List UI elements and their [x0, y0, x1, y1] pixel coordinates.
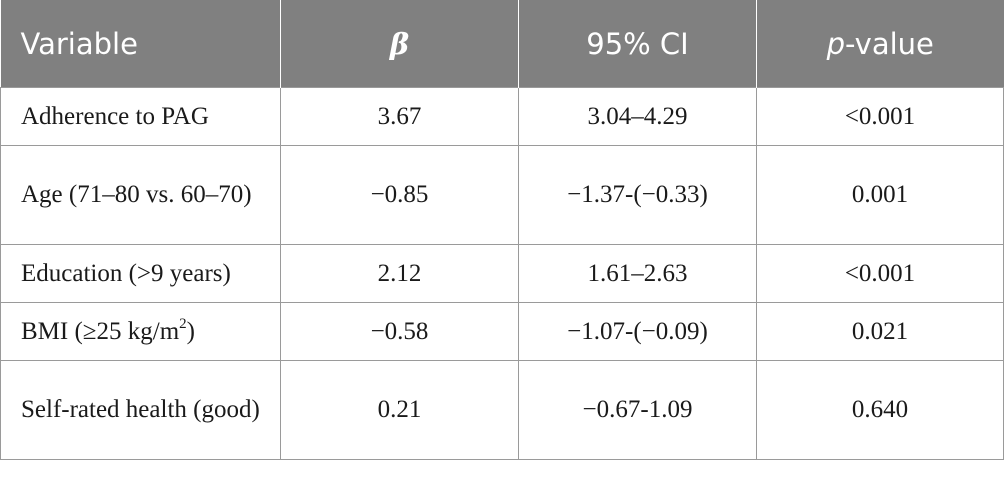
cell-variable: BMI (≥25 kg/m2) — [0, 302, 281, 361]
cell-p-value: 0.001 — [756, 145, 1004, 245]
cell-beta: 3.67 — [280, 87, 519, 146]
cell-ci: −1.37-(−0.33) — [518, 145, 757, 245]
p-value-suffix: -value — [845, 26, 934, 61]
table-header: Variable β 95% CI p-value — [0, 0, 1004, 88]
cell-beta: 2.12 — [280, 244, 519, 303]
cell-p-value: <0.001 — [756, 87, 1004, 146]
p-letter: p — [826, 26, 845, 61]
regression-table: Variable β 95% CI p-value Adherence to P… — [0, 0, 1004, 460]
table-row: Adherence to PAG 3.67 3.04–4.29 <0.001 — [0, 87, 1004, 146]
cell-p-value: <0.001 — [756, 244, 1004, 303]
cell-p-value: 0.640 — [756, 360, 1004, 460]
table-row: Self-rated health (good) 0.21 −0.67-1.09… — [0, 360, 1004, 460]
cell-p-value: 0.021 — [756, 302, 1004, 361]
cell-ci: −0.67-1.09 — [518, 360, 757, 460]
header-row: Variable β 95% CI p-value — [0, 0, 1004, 88]
header-ci: 95% CI — [518, 0, 757, 88]
header-p-value: p-value — [756, 0, 1004, 88]
cell-variable: Adherence to PAG — [0, 87, 281, 146]
variable-text-end: ) — [186, 317, 195, 345]
cell-beta: −0.58 — [280, 302, 519, 361]
cell-beta: 0.21 — [280, 360, 519, 460]
beta-symbol: β — [389, 26, 410, 61]
cell-variable: Education (>9 years) — [0, 244, 281, 303]
cell-variable: Age (71–80 vs. 60–70) — [0, 145, 281, 245]
cell-variable: Self-rated health (good) — [0, 360, 281, 460]
header-beta: β — [280, 0, 519, 88]
variable-text: BMI (≥25 kg/m — [21, 317, 180, 345]
table-body: Adherence to PAG 3.67 3.04–4.29 <0.001 A… — [0, 87, 1004, 460]
table-row: Education (>9 years) 2.12 1.61–2.63 <0.0… — [0, 244, 1004, 303]
cell-ci: 3.04–4.29 — [518, 87, 757, 146]
cell-ci: 1.61–2.63 — [518, 244, 757, 303]
cell-beta: −0.85 — [280, 145, 519, 245]
superscript: 2 — [179, 316, 187, 333]
table-row: BMI (≥25 kg/m2) −0.58 −1.07-(−0.09) 0.02… — [0, 302, 1004, 361]
table-row: Age (71–80 vs. 60–70) −0.85 −1.37-(−0.33… — [0, 145, 1004, 245]
header-variable: Variable — [0, 0, 281, 88]
cell-ci: −1.07-(−0.09) — [518, 302, 757, 361]
